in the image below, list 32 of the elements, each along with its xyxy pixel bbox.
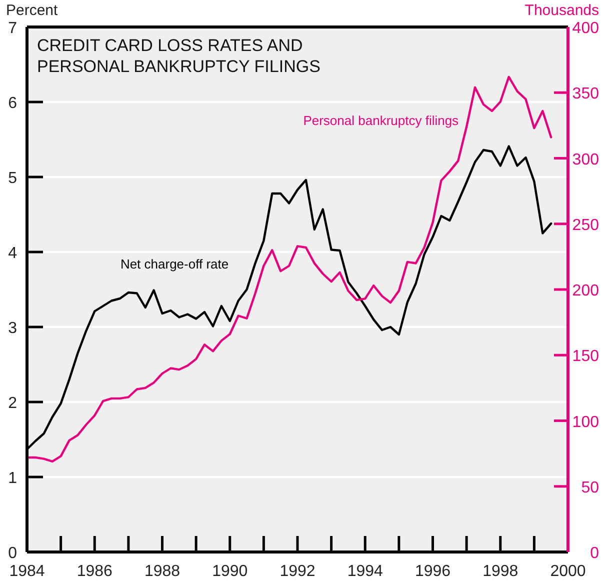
y2-tick-label: 50: [581, 479, 600, 496]
x-tick-label: 1988: [144, 563, 180, 580]
line-series: [26, 76, 552, 463]
x-tick-label: 1986: [76, 563, 113, 580]
y-tick-label: 1: [8, 470, 18, 487]
y-tick-label: 4: [8, 245, 18, 262]
y-tick-label: 7: [8, 20, 18, 37]
y-tick-label: 3: [8, 320, 18, 337]
y-tick-label: 0: [8, 545, 18, 562]
y2-tick-label: 0: [590, 545, 600, 562]
y-tick-label: 2: [8, 395, 18, 412]
x-tick-label: 1996: [414, 563, 451, 580]
y-tick-label: 5: [8, 170, 18, 187]
y2-tick-label: 300: [572, 151, 600, 168]
y2-tick-label: 350: [572, 86, 600, 103]
y2-tick-label: 200: [572, 282, 600, 300]
x-tick-label: 1984: [9, 563, 45, 580]
y2-tick-label: 100: [572, 414, 600, 431]
y2-tick-label: 150: [572, 348, 600, 366]
series-label: Personal bankruptcy filings: [303, 112, 460, 128]
x-tick-label: 1990: [212, 563, 248, 580]
x-tick-label: 1998: [482, 563, 518, 580]
y2-axis-title: Thousands: [524, 2, 599, 19]
x-tick-label: 2000: [550, 563, 586, 580]
y-axis-title: Percent: [6, 2, 59, 19]
x-tick-label: 1992: [280, 563, 316, 580]
text: CREDIT CARD LOSS RATES AND PERSONAL BANKRUPTCY FILINGS: [37, 36, 320, 76]
y2-tick-label: 250: [572, 216, 600, 234]
series-label: Net charge-off rate: [120, 256, 229, 272]
y-tick-label: 6: [8, 95, 18, 112]
y2-tick-label: 400: [572, 20, 600, 37]
x-tick-label: 1994: [347, 563, 384, 580]
